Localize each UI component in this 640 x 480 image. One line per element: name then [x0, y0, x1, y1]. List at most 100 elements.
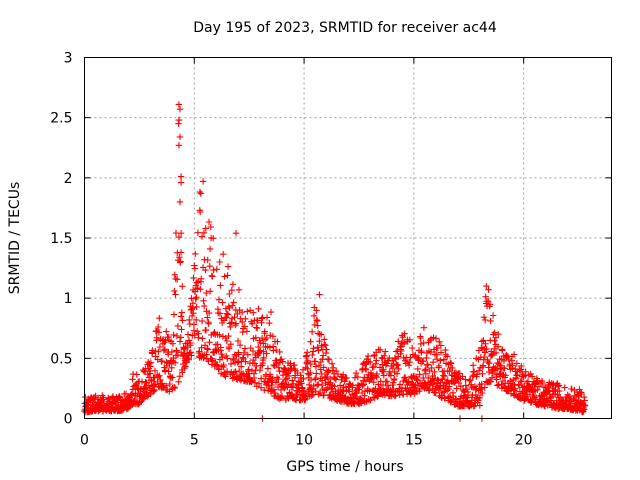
data-point [255, 305, 262, 312]
data-point [177, 173, 185, 180]
data-point [191, 262, 198, 269]
data-point [367, 396, 374, 404]
data-point [196, 207, 203, 214]
data-point [398, 347, 405, 355]
data-point [221, 371, 228, 379]
data-point [318, 370, 325, 378]
data-point [155, 323, 162, 331]
data-point [581, 402, 589, 409]
data-point [282, 366, 289, 373]
data-point [382, 348, 389, 355]
data-point [478, 380, 485, 388]
data-point [360, 377, 367, 384]
data-point [170, 311, 178, 318]
data-point [232, 368, 239, 375]
data-point [224, 311, 232, 318]
grid-lines [84, 57, 612, 419]
data-point [322, 349, 330, 357]
data-point [370, 394, 377, 401]
data-point [272, 379, 280, 386]
data-point [522, 368, 529, 375]
data-point [240, 349, 248, 356]
data-point [177, 334, 184, 341]
data-point [162, 382, 170, 389]
data-point [534, 377, 541, 384]
data-point [359, 382, 366, 389]
data-point [153, 334, 160, 341]
data-point [82, 393, 89, 401]
data-point [100, 396, 107, 403]
data-point [269, 333, 277, 340]
data-point [439, 389, 447, 396]
data-point [192, 250, 199, 258]
data-point [188, 295, 195, 302]
data-point [175, 378, 182, 385]
data-point [189, 300, 197, 307]
data-point [133, 371, 140, 378]
data-point [162, 367, 169, 374]
data-point [431, 389, 438, 396]
data-point [516, 367, 524, 374]
data-point [159, 380, 166, 387]
data-point [129, 386, 136, 393]
data-point [129, 376, 136, 383]
data-point [227, 341, 234, 348]
data-point [285, 372, 293, 380]
y-tick-label: 1 [64, 291, 73, 307]
data-point [157, 376, 164, 384]
data-point [260, 340, 267, 347]
data-point [218, 351, 225, 358]
data-point [308, 328, 316, 335]
data-point [315, 362, 323, 369]
data-point [170, 331, 177, 339]
data-point [268, 381, 275, 389]
data-point [151, 387, 158, 394]
data-point [414, 365, 421, 373]
data-point [485, 368, 493, 376]
data-point [310, 345, 317, 352]
data-point [206, 263, 213, 270]
data-point [459, 373, 466, 380]
data-point [165, 368, 172, 375]
data-point [482, 293, 489, 300]
data-point [196, 188, 204, 196]
data-point [304, 349, 311, 356]
data-point [436, 385, 444, 392]
data-point [188, 306, 195, 313]
data-point [263, 350, 270, 357]
data-point [173, 332, 181, 340]
data-point [479, 389, 486, 397]
data-point [176, 373, 183, 380]
data-point [387, 372, 394, 379]
data-point [197, 286, 204, 293]
data-point [201, 302, 208, 310]
data-point [168, 364, 175, 371]
data-point [139, 396, 146, 403]
data-point [568, 385, 575, 393]
data-point [444, 377, 451, 384]
data-point [426, 387, 433, 394]
data-point [415, 354, 423, 361]
data-point [249, 320, 256, 327]
data-point [311, 321, 318, 329]
data-point [441, 372, 449, 380]
data-point [398, 384, 406, 392]
data-point [179, 317, 186, 324]
data-point [194, 229, 202, 236]
data-point [420, 339, 427, 347]
plot-frame [84, 57, 612, 419]
data-point [241, 323, 248, 330]
data-point [190, 327, 198, 334]
data-point [213, 266, 220, 273]
data-point [148, 377, 155, 385]
data-point [169, 374, 176, 381]
data-point [389, 364, 396, 372]
data-point [490, 365, 498, 373]
data-point [271, 389, 279, 397]
data-point [527, 370, 534, 378]
data-point [176, 133, 184, 141]
data-point [480, 314, 488, 321]
data-point [491, 329, 498, 336]
data-point [147, 359, 155, 366]
data-point [314, 322, 321, 329]
